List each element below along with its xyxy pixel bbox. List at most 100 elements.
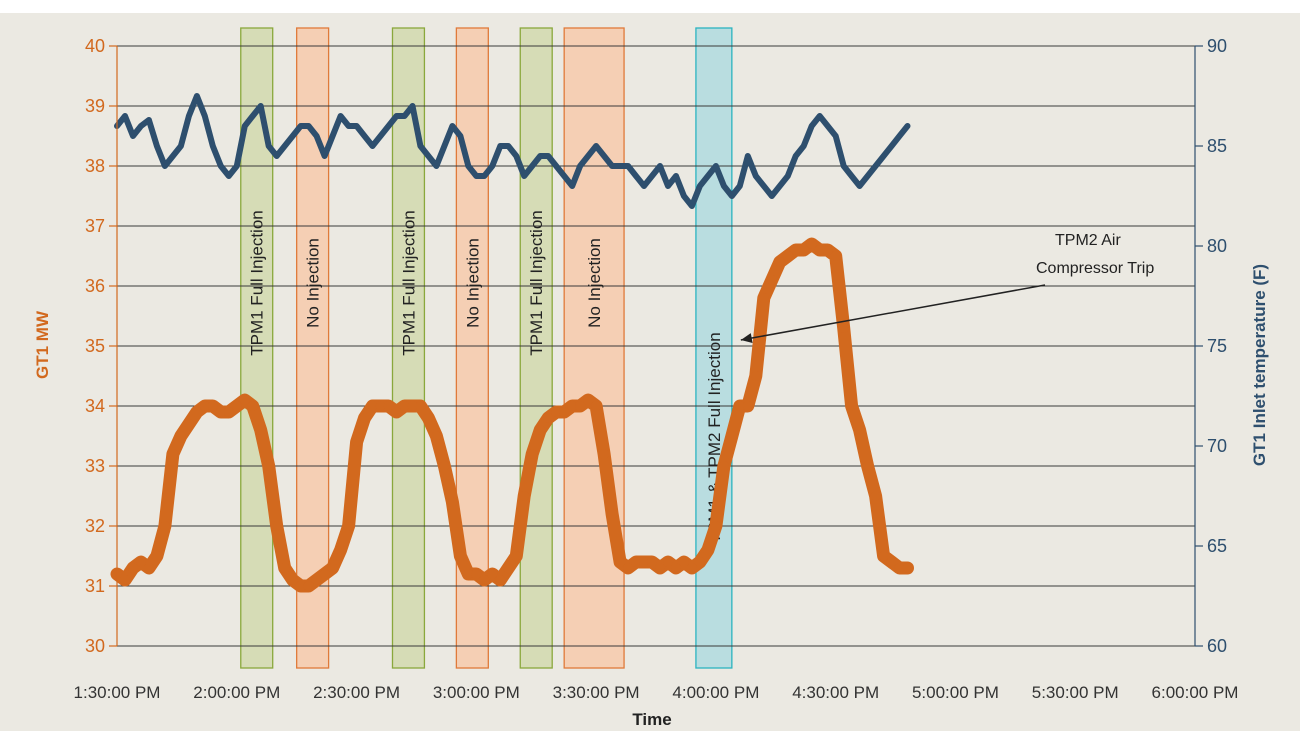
mw-point-28 xyxy=(335,545,346,555)
temp-point-8 xyxy=(178,143,184,149)
band-label-4: TPM1 Full Injection xyxy=(527,210,546,356)
mw-point-46 xyxy=(479,575,490,585)
temp-point-39 xyxy=(425,153,431,159)
temp-point-34 xyxy=(386,123,391,129)
temp-point-12 xyxy=(210,143,216,149)
annotation-line-2: Compressor Trip xyxy=(1036,260,1154,277)
temp-point-35 xyxy=(394,113,399,119)
annotation-arrow-line xyxy=(740,284,1046,341)
mw-point-80 xyxy=(750,371,761,381)
mw-point-11 xyxy=(199,401,210,411)
band-label-2: TPM1 Full Injection xyxy=(399,210,418,356)
mw-point-88 xyxy=(814,245,825,255)
x-tick-label-4: 3:30:00 PM xyxy=(553,683,640,702)
temp-point-47 xyxy=(489,163,495,169)
mw-point-12 xyxy=(207,401,218,411)
mw-point-72 xyxy=(686,563,697,573)
temp-point-14 xyxy=(226,173,232,179)
mw-point-6 xyxy=(159,521,170,531)
x-tick-label-9: 6:00:00 PM xyxy=(1152,683,1239,702)
mw-point-76 xyxy=(718,461,729,471)
temp-point-77 xyxy=(729,193,735,199)
x-tick-label-7: 5:00:00 PM xyxy=(912,683,999,702)
temp-point-1 xyxy=(122,113,128,119)
band-orange-5 xyxy=(563,27,625,669)
temp-point-25 xyxy=(314,133,320,139)
mw-point-2 xyxy=(128,563,138,573)
temp-point-44 xyxy=(465,163,471,169)
mw-point-74 xyxy=(702,545,713,555)
temp-point-32 xyxy=(370,143,375,149)
temp-point-69 xyxy=(665,183,671,189)
band-label-0: TPM1 Full Injection xyxy=(248,210,267,356)
mw-point-77 xyxy=(726,431,737,441)
band-label-5: No Injection xyxy=(585,238,604,328)
temp-point-97 xyxy=(889,143,895,149)
mw-point-93 xyxy=(854,425,865,435)
mw-point-56 xyxy=(559,407,570,417)
temp-point-55 xyxy=(553,163,559,169)
temp-point-13 xyxy=(218,163,224,169)
mw-point-42 xyxy=(447,497,458,507)
mw-point-20 xyxy=(271,521,282,531)
temp-point-95 xyxy=(873,163,879,169)
x-tick-label-8: 5:30:00 PM xyxy=(1032,683,1119,702)
temp-point-9 xyxy=(186,113,192,119)
y-axis-title-right: GT1 Inlet temperature (F) xyxy=(1250,264,1269,466)
mw-point-16 xyxy=(239,395,250,405)
mw-point-48 xyxy=(495,575,506,585)
mw-point-49 xyxy=(503,563,514,573)
mw-point-22 xyxy=(287,575,298,585)
mw-point-83 xyxy=(774,257,785,267)
mw-point-55 xyxy=(551,407,562,417)
mw-point-19 xyxy=(263,461,274,471)
y-tick-label-left-0: 30 xyxy=(85,636,105,656)
grid-lines xyxy=(117,45,1195,647)
y-tick-label-right-6: 90 xyxy=(1207,36,1227,56)
temp-point-57 xyxy=(569,183,575,189)
temp-point-31 xyxy=(362,133,367,139)
mw-point-79 xyxy=(742,401,753,411)
temp-point-74 xyxy=(705,173,711,179)
mw-point-98 xyxy=(894,563,905,573)
temp-point-33 xyxy=(378,133,383,139)
mw-point-75 xyxy=(710,521,721,531)
band-labels: TPM1 Full Injection No Injection TPM1 Full… xyxy=(248,210,724,543)
mw-point-96 xyxy=(878,551,889,561)
temp-point-40 xyxy=(433,163,439,169)
annotation-arrow-head xyxy=(740,333,753,343)
temp-point-75 xyxy=(713,163,719,169)
y-tick-label-left-7: 37 xyxy=(85,216,105,236)
temp-point-27 xyxy=(330,133,336,139)
temp-point-53 xyxy=(537,153,543,159)
mw-point-67 xyxy=(647,557,657,567)
temp-point-61 xyxy=(601,153,607,159)
temp-point-62 xyxy=(609,163,615,169)
y-tick-label-left-9: 39 xyxy=(85,96,105,116)
x-tick-label-5: 4:00:00 PM xyxy=(672,683,759,702)
temp-point-81 xyxy=(761,183,767,189)
mw-point-31 xyxy=(359,413,370,423)
temp-point-64 xyxy=(625,163,631,169)
temp-point-94 xyxy=(865,173,871,179)
mw-point-94 xyxy=(862,461,873,471)
temp-point-91 xyxy=(841,163,847,169)
temp-point-58 xyxy=(577,163,583,169)
mw-point-52 xyxy=(527,449,538,459)
temp-point-6 xyxy=(162,163,168,169)
temp-point-10 xyxy=(194,93,200,99)
mw-point-32 xyxy=(367,401,378,411)
temp-point-79 xyxy=(745,153,751,159)
temp-point-88 xyxy=(817,113,823,119)
temp-point-73 xyxy=(697,183,703,189)
mw-point-90 xyxy=(830,251,841,261)
band-label-3: No Injection xyxy=(463,238,482,328)
mw-point-68 xyxy=(655,563,665,573)
temp-point-87 xyxy=(809,123,815,129)
mw-point-45 xyxy=(471,569,482,579)
mw-point-29 xyxy=(343,521,354,531)
mw-point-43 xyxy=(455,551,466,561)
x-tick-label-6: 4:30:00 PM xyxy=(792,683,879,702)
mw-point-24 xyxy=(303,581,314,591)
